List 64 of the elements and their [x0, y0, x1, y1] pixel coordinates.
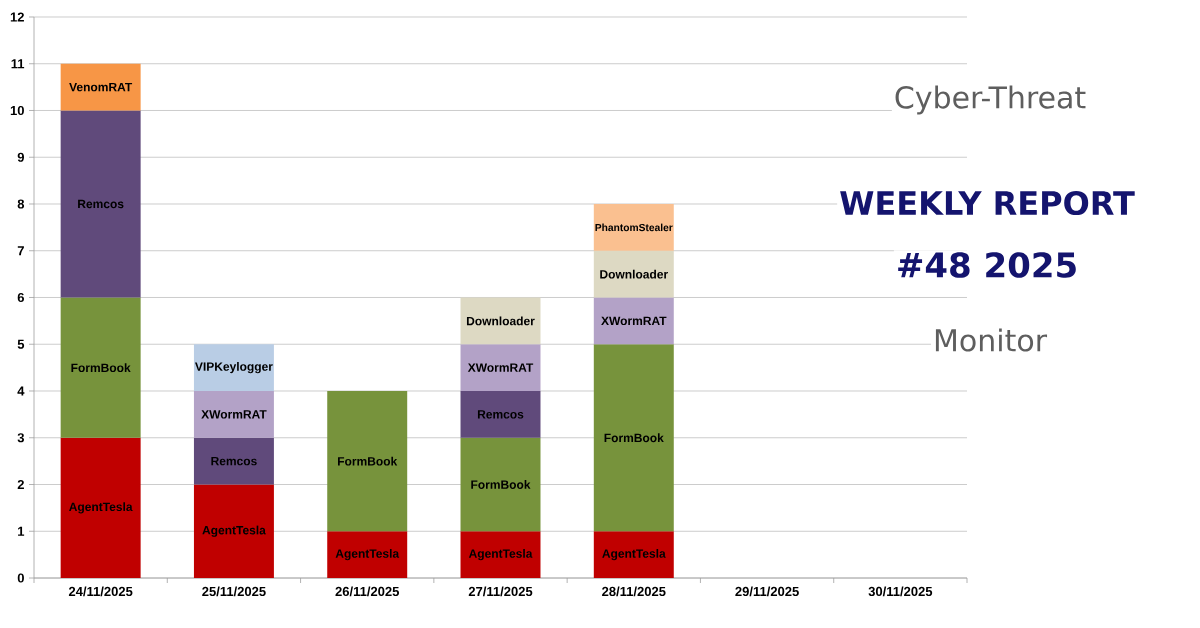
series-label: XWormRAT — [201, 410, 267, 419]
annotation: Monitor — [935, 328, 1048, 352]
y-tick-label: 8 — [17, 199, 25, 209]
series-label: Downloader — [600, 269, 668, 279]
bar — [460, 297, 541, 345]
text: AgentTesla — [468, 549, 533, 561]
text: Downloader — [466, 316, 535, 326]
series-label: FormBook — [338, 456, 398, 466]
text: FormBook — [471, 480, 531, 489]
bar — [60, 63, 141, 111]
y-tick-label: 3 — [17, 433, 25, 443]
series-label: VIPKeylogger — [195, 361, 273, 374]
bar — [327, 531, 408, 578]
x-tick-label: 25/11/2025 — [202, 586, 266, 597]
series-label: PhantomStealer — [595, 223, 673, 232]
x-tick-label: 27/11/2025 — [468, 586, 533, 597]
bar — [60, 297, 141, 438]
bar — [60, 437, 141, 578]
text: XWormRAT — [601, 316, 667, 326]
bar — [593, 250, 674, 298]
bar — [593, 204, 674, 251]
text: AgentTesla — [602, 549, 666, 561]
series-label: AgentTesla — [69, 502, 133, 514]
text: AgentTesla — [202, 525, 266, 537]
series-label: VenomRAT — [69, 82, 133, 92]
bar — [460, 531, 541, 578]
bar — [60, 110, 141, 298]
y-tick-label: 12 — [10, 12, 24, 22]
y-tick-label: 7 — [17, 246, 24, 256]
bar — [593, 344, 674, 532]
y-tick-label: 4 — [17, 386, 25, 396]
y-tick-label: 6 — [17, 292, 25, 303]
text: Remcos — [477, 410, 524, 419]
x-tick-label: 28/11/2025 — [602, 586, 666, 597]
bar — [593, 531, 674, 578]
x-tick-label: 30/11/2025 — [868, 586, 933, 597]
x-tick-label: 24/11/2025 — [68, 586, 133, 597]
bar — [193, 391, 274, 438]
y-tick-label: 10 — [10, 105, 24, 116]
bar — [460, 344, 541, 391]
text: FormBook — [71, 363, 131, 373]
bar — [193, 437, 274, 485]
text: #48 2025 — [898, 252, 1076, 278]
text: XWormRAT — [467, 363, 534, 372]
y-tick-label: 2 — [17, 479, 24, 490]
y-tick-label: 11 — [11, 59, 25, 69]
y-tick-label: 0 — [17, 573, 24, 583]
text: AgentTesla — [335, 549, 400, 561]
y-tick-label: 1 — [18, 526, 25, 536]
bar — [460, 437, 541, 532]
bar — [593, 297, 674, 345]
bar — [193, 344, 274, 391]
annotation: Cyber-Threat — [895, 85, 1086, 115]
x-tick-label: 29/11/2025 — [735, 586, 799, 597]
y-tick-label: 9 — [17, 152, 24, 162]
bar — [327, 391, 408, 532]
y-tick-label: 5 — [17, 339, 25, 349]
series-label: Remcos — [211, 456, 257, 466]
text: Remcos — [78, 199, 124, 209]
text: WEEKLY REPORT — [840, 190, 1135, 216]
bar — [193, 484, 274, 578]
bar — [460, 391, 541, 438]
text: FormBook — [604, 433, 664, 443]
x-tick-label: 26/11/2025 — [335, 586, 400, 597]
